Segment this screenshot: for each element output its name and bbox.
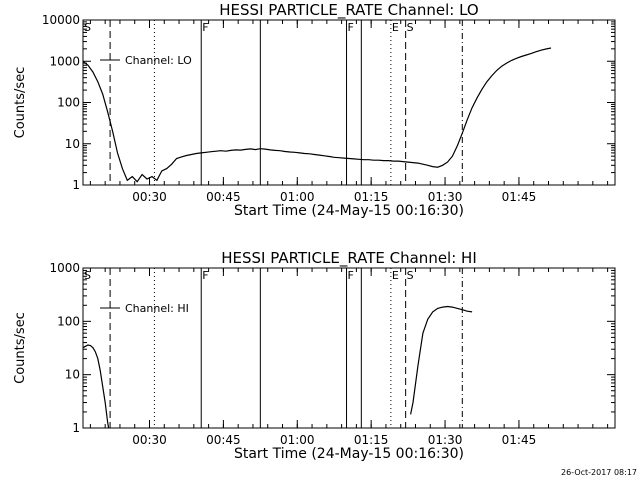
panel-2-x-tick-label: 01:30 bbox=[428, 433, 463, 447]
panel-1-y-axis-label: Counts/sec bbox=[13, 67, 28, 139]
panel-2-x-tick-label: 01:45 bbox=[502, 433, 537, 447]
panel-2-event-marker-label: S bbox=[407, 269, 414, 282]
panel-2-title: HESSI PARTICLE_RATE Channel: HI bbox=[221, 249, 477, 268]
panel-1-x-tick-label: 01:00 bbox=[280, 190, 315, 204]
panel-1-y-tick-label: 1000 bbox=[49, 54, 80, 68]
panel-2-x-tick-label: 01:15 bbox=[354, 433, 389, 447]
panel-2-event-marker-label: F bbox=[348, 269, 354, 282]
panel-1-x-tick-label: 00:30 bbox=[132, 190, 167, 204]
panel-2-x-tick-label: 00:45 bbox=[206, 433, 241, 447]
panel-1-event-marker-label: F bbox=[202, 21, 208, 34]
panel-1-event-marker-label: F bbox=[348, 21, 354, 34]
panel-1-x-tick-label: 00:45 bbox=[206, 190, 241, 204]
panel-2-y-tick-label: 10 bbox=[65, 368, 80, 382]
panel-1-x-tick-label: 01:15 bbox=[354, 190, 389, 204]
panel-1-event-marker-label: S bbox=[84, 21, 91, 34]
panel-1-series-line-1 bbox=[82, 47, 552, 183]
panel-1-legend-label: Channel: LO bbox=[125, 54, 192, 67]
panel-1-x-axis-label: Start Time (24-May-15 00:16:30) bbox=[234, 203, 464, 219]
panel-1-x-tick-label: 01:45 bbox=[502, 190, 537, 204]
panel-2-y-axis-label: Counts/sec bbox=[13, 312, 28, 384]
panel-2-event-marker-label: S bbox=[84, 269, 91, 282]
panel-2-x-tick-label: 00:30 bbox=[132, 433, 167, 447]
plot-timestamp: 26-Oct-2017 08:17 bbox=[561, 468, 637, 477]
panel-2-series-line-2 bbox=[410, 305, 473, 415]
panel-2-y-tick-label: 1000 bbox=[49, 261, 80, 275]
panel-2-plot-frame bbox=[82, 267, 616, 429]
panel-1-y-tick-label: 10 bbox=[65, 137, 80, 151]
panel-2-y-tick-label: 100 bbox=[57, 314, 80, 328]
panel-1-event-marker-label: S bbox=[407, 21, 414, 34]
panel-2-event-marker-label: E bbox=[392, 269, 399, 282]
panel-1-title: HESSI PARTICLE_RATE Channel: LO bbox=[219, 1, 478, 20]
panel-1-y-tick-label: 100 bbox=[57, 96, 80, 110]
panel-2-x-tick-label: 01:00 bbox=[280, 433, 315, 447]
panel-1-event-marker-label: E bbox=[392, 21, 399, 34]
panel-1-chart: HESSI PARTICLE_RATE Channel: LO 1 10 100 100… bbox=[13, 1, 616, 219]
panel-1-y-tick-label: 10000 bbox=[42, 13, 80, 27]
panel-1-plot-frame bbox=[82, 19, 616, 186]
panel-1-y-tick-label: 1 bbox=[72, 178, 80, 192]
panel-2-event-marker-label: F bbox=[202, 269, 208, 282]
panel-2-legend-label: Channel: HI bbox=[125, 302, 189, 315]
panel-2-x-axis-label: Start Time (24-May-15 00:16:30) bbox=[234, 446, 464, 462]
panel-2-y-tick-label: 1 bbox=[72, 421, 80, 435]
panel-2-series-line-1 bbox=[82, 344, 110, 429]
panel-1-x-tick-label: 01:30 bbox=[428, 190, 463, 204]
panel-2-chart: HESSI PARTICLE_RATE Channel: HI 1 10 100 100… bbox=[13, 249, 616, 462]
